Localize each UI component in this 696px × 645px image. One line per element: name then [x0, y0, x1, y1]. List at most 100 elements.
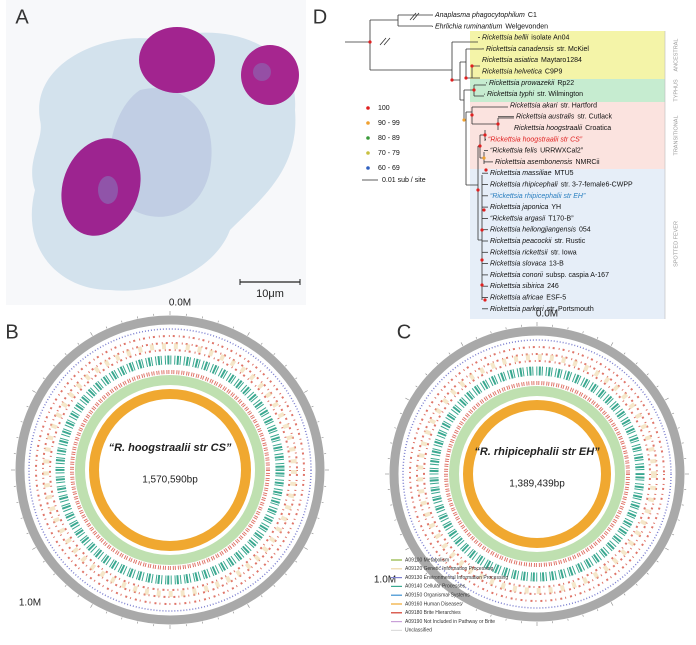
- taxon-strain: str. Hartford: [560, 102, 597, 109]
- taxon-strain: str. Portsmouth: [547, 306, 594, 313]
- group-band: [470, 31, 665, 79]
- ring-tick: [217, 320, 219, 323]
- taxon-label: “Rickettsia rhipicephalii str EH”: [490, 193, 586, 200]
- ring-tick: [217, 617, 219, 620]
- group-label: ANCESTRAL: [673, 38, 679, 71]
- taxon-label: Rickettsia rhipicephali str. 3-7-female6-…: [490, 181, 633, 188]
- genome-size: 1,570,590bp: [142, 475, 198, 486]
- taxon-label: Rickettsia sibirica 246: [490, 283, 559, 290]
- ring-tick: [656, 560, 659, 563]
- ring-tick: [260, 595, 263, 598]
- ring-skew: [70, 370, 270, 570]
- taxon-strain: 246: [547, 283, 559, 290]
- support-dot: [478, 144, 482, 148]
- genome-title: “R. rhipicephalii str EH”: [474, 446, 600, 458]
- taxon-species: Rickettsia typhi: [487, 91, 535, 98]
- ring-tick: [20, 421, 23, 423]
- ring-tick: [460, 342, 464, 346]
- taxon-strain: MTU5: [554, 170, 573, 177]
- scale-label: 10μm: [256, 288, 284, 300]
- ring-tick: [32, 547, 36, 550]
- support-legend-label: 80 - 89: [378, 135, 400, 142]
- ring-tick: [425, 572, 428, 575]
- group-label: TRANSITIONAL: [673, 115, 679, 155]
- taxon-label: Rickettsia helvetica C9P9: [482, 68, 563, 75]
- ring-tick: [260, 342, 263, 345]
- ring-tick: [623, 593, 626, 596]
- taxon-strain: str. Rustic: [554, 238, 585, 245]
- legend-label: A09150 Organismal Systems: [405, 593, 470, 599]
- taxon-label: Rickettsia peacockii str. Rustic: [490, 238, 586, 245]
- ring-tick: [295, 377, 298, 380]
- ring-tick: [26, 405, 29, 408]
- ring-cog-plus: [402, 339, 672, 609]
- ring-skew: [444, 381, 630, 567]
- ring-tick: [247, 604, 250, 608]
- group-band: [470, 169, 665, 319]
- ring-tick: [105, 326, 108, 329]
- ring-tick: [415, 385, 418, 388]
- taxon-strain: ESF-5: [546, 294, 566, 301]
- ring-tick: [635, 583, 638, 586]
- ring-tick: [672, 412, 675, 415]
- support-legend-dot: [366, 106, 370, 110]
- ring-tick: [53, 364, 56, 367]
- support-dot: [480, 228, 484, 232]
- legend-label: A09160 Human Diseases: [405, 601, 462, 607]
- support-legend-dot: [366, 151, 370, 155]
- ring-tick: [405, 397, 409, 401]
- taxon-label: Rickettsia canadensis str. McKiel: [486, 46, 589, 53]
- taxon-label: “Rickettsia argasii T170-B”: [490, 215, 574, 222]
- taxon-strain: str. McKiel: [557, 46, 590, 53]
- ring-tick: [394, 519, 397, 521]
- taxon-species: Rickettsia africae: [490, 294, 543, 301]
- nucleus: [139, 27, 215, 93]
- taxon-label: “Rickettsia felis URRWXCal2”: [490, 147, 584, 154]
- taxon-label: Rickettsia akari str. Hartford: [510, 102, 597, 109]
- ring-gc: [429, 366, 645, 582]
- legend-label: A09120 Genetic Information Processing: [405, 566, 494, 572]
- taxon-strain: 054: [579, 227, 591, 234]
- taxon-strain: T170-B”: [548, 215, 574, 222]
- taxon-species: Rickettsia hoogstraalii: [514, 125, 583, 132]
- legend-label: A09190 Not Included in Pathway or Brite: [405, 619, 495, 625]
- support-dot: [480, 283, 484, 287]
- ring-tick: [475, 336, 478, 339]
- support-dot: [480, 258, 484, 262]
- taxon-label: Rickettsia massiliae MTU5: [490, 170, 574, 177]
- ring-tick: [665, 547, 669, 551]
- taxon-species: Rickettsia bellii: [482, 34, 529, 41]
- ring-orange: [463, 400, 611, 548]
- taxon-species: “Rickettsia rhipicephalii str EH”: [490, 193, 586, 200]
- taxon-species: Rickettsia japonica: [490, 204, 548, 211]
- taxon-species: “Rickettsia felis: [490, 147, 538, 154]
- ring-tick: [121, 320, 123, 323]
- ring-pale: [417, 354, 657, 594]
- taxon-species: Rickettsia helvetica: [482, 68, 542, 75]
- taxon-strain: Rp22: [557, 80, 574, 87]
- ring-tick: [610, 342, 614, 346]
- ring-tick: [273, 584, 276, 587]
- genome-size: 1,389,439bp: [509, 479, 565, 490]
- ring-tick: [436, 583, 439, 586]
- taxon-label: Rickettsia japonica YH: [490, 204, 561, 211]
- support-legend-dot: [366, 121, 370, 125]
- support-dot: [472, 88, 476, 92]
- ring-cds: [423, 360, 651, 588]
- ring-tick: [490, 331, 492, 334]
- taxon-species: “Rickettsia argasii: [490, 215, 546, 222]
- taxon-label: “Rickettsia hoogstraalii str CS”: [488, 136, 583, 143]
- phylogenetic-tree: 0.01 sub / site Anaplasma phagocytophilu…: [345, 12, 633, 313]
- ring-tick: [677, 427, 680, 429]
- group-label: TYPHUS: [673, 79, 679, 102]
- taxon-label: Rickettsia hoogstraalii Croatica: [514, 125, 611, 132]
- taxon-strain: C9P9: [545, 68, 563, 75]
- support-dot: [450, 78, 454, 82]
- taxon-strain: str. Wilmington: [537, 91, 583, 98]
- taxon-strain: URRWXCal2”: [540, 147, 584, 154]
- ring-cds: [35, 335, 305, 605]
- taxon-species: Rickettsia conorii: [490, 272, 543, 279]
- ring-tick: [596, 336, 599, 339]
- support-dot: [464, 76, 468, 80]
